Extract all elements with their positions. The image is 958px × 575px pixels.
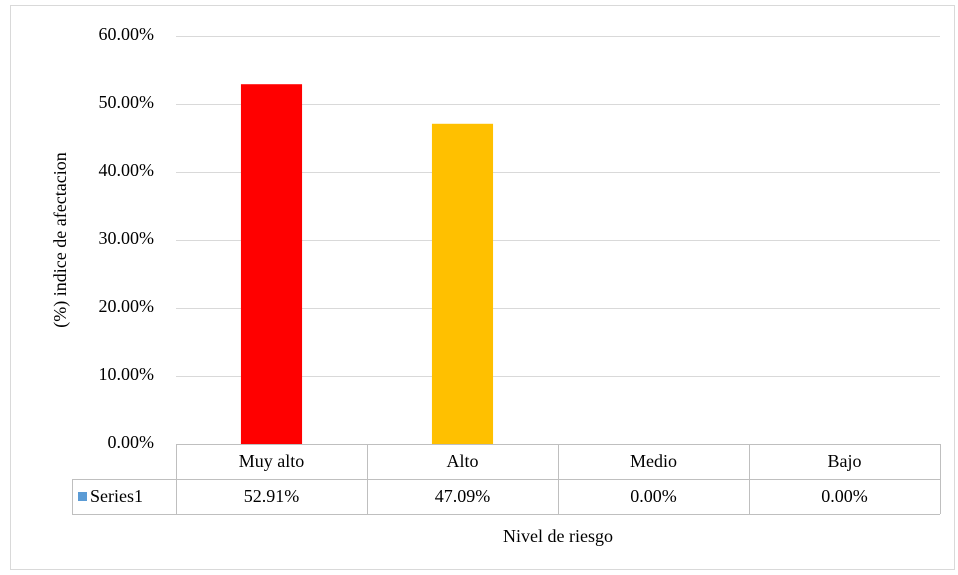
y-tick-label: 0.00% (108, 432, 155, 452)
legend-label: Series1 (90, 486, 143, 506)
legend-swatch (78, 492, 87, 501)
bar (240, 84, 303, 444)
y-axis-label: (%) indice de afectacion (50, 152, 71, 327)
bar (431, 123, 494, 445)
x-tick-label: Muy alto (239, 451, 305, 471)
y-tick-label: 60.00% (99, 24, 155, 44)
y-tick-label: 10.00% (99, 364, 155, 384)
data-table-value: 52.91% (244, 486, 300, 506)
data-table-value: 47.09% (435, 486, 491, 506)
y-tick-label: 30.00% (99, 228, 155, 248)
y-tick-label: 50.00% (99, 92, 155, 112)
x-tick-label: Bajo (828, 451, 862, 471)
data-table-value: 0.00% (630, 486, 677, 506)
x-tick-label: Alto (446, 451, 478, 471)
x-axis-label: Nivel de riesgo (503, 526, 613, 546)
x-tick-label: Medio (630, 451, 677, 471)
y-tick-label: 40.00% (99, 160, 155, 180)
data-table-value: 0.00% (821, 486, 868, 506)
y-tick-label: 20.00% (99, 296, 155, 316)
